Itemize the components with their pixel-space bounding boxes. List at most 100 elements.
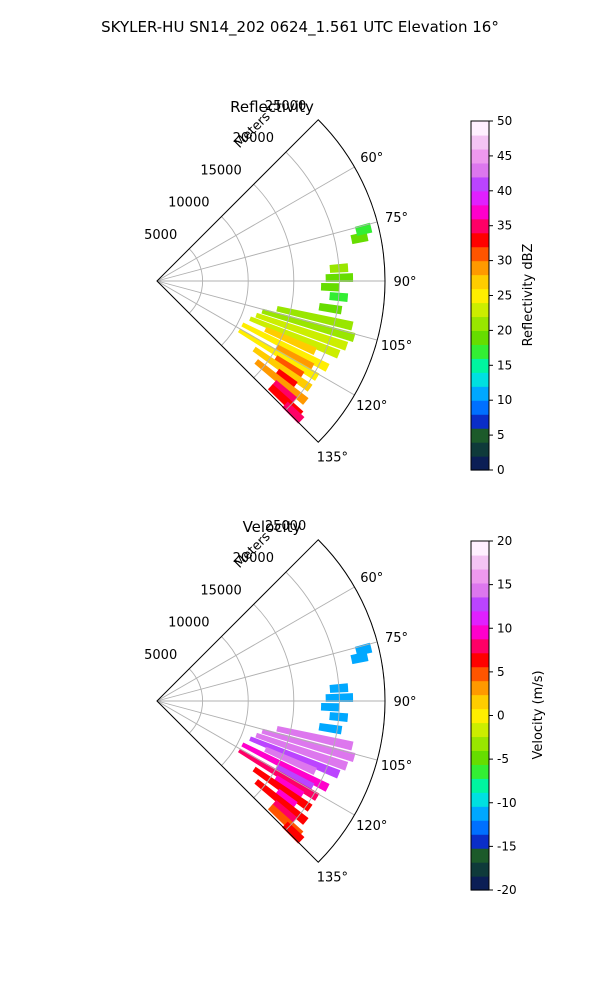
colorbar-tick-label: 20 <box>497 534 512 548</box>
colorbar-segment <box>471 456 489 471</box>
colorbar-segment <box>471 442 489 457</box>
echo-cell <box>237 748 320 801</box>
colorbar-segment <box>471 400 489 415</box>
colorbar-segment <box>471 806 489 821</box>
colorbar-segment <box>471 330 489 345</box>
range-tick-label: 10000 <box>168 616 209 631</box>
colorbar-segment <box>471 204 489 220</box>
echo-cell <box>252 346 313 392</box>
colorbar-segment <box>471 358 489 373</box>
colorbar-segment <box>471 428 489 443</box>
colorbar-segment <box>471 694 489 710</box>
colorbar-segment <box>471 541 489 556</box>
azimuth-tick-label: 90° <box>393 695 416 710</box>
colorbar-tick-label: 10 <box>497 621 512 635</box>
colorbar-tick-label: 20 <box>497 323 512 337</box>
colorbar-tick-label: 50 <box>497 114 512 128</box>
azimuth-gridline <box>156 586 355 702</box>
colorbar-segment <box>471 722 489 738</box>
echo-cell <box>350 231 369 245</box>
range-tick-label: 20000 <box>233 551 274 566</box>
colorbar-segment <box>471 778 489 793</box>
range-tick-label: 25000 <box>265 99 306 114</box>
azimuth-tick-label: 75° <box>385 631 408 646</box>
azimuth-gridline <box>156 166 355 282</box>
velocity-colorbar-label: Velocity (m/s) <box>531 670 546 759</box>
echo-cell <box>320 283 340 292</box>
echo-cell <box>254 779 309 825</box>
colorbar-tick-label: 10 <box>497 393 512 407</box>
colorbar-segment <box>471 274 489 290</box>
colorbar-segment <box>471 218 489 234</box>
azimuth-tick-label: 135° <box>317 450 348 465</box>
colorbar-segment <box>471 750 489 765</box>
colorbar-tick-label: 0 <box>497 709 505 723</box>
echo-cell <box>252 766 313 812</box>
azimuth-gridline <box>156 280 378 341</box>
echo-cell <box>264 326 317 356</box>
colorbar-tick-label: 35 <box>497 219 512 233</box>
colorbar-segment <box>471 848 489 863</box>
colorbar-tick-label: 5 <box>497 665 505 679</box>
echo-cell <box>282 401 305 424</box>
colorbar-tick-label: 45 <box>497 149 512 163</box>
colorbar-segment <box>471 246 489 262</box>
colorbar-segment <box>471 834 489 849</box>
colorbar-segment <box>471 582 489 598</box>
echo-cell <box>255 732 349 771</box>
echo-cell <box>249 316 341 359</box>
colorbar-tick-label: 0 <box>497 463 505 477</box>
colorbar-segment <box>471 624 489 640</box>
range-tick-label: 15000 <box>200 583 241 598</box>
echo-cell <box>282 821 305 844</box>
echo-cell <box>271 380 298 404</box>
echo-cell <box>275 764 315 791</box>
azimuth-gridline <box>156 700 378 761</box>
echo-cell <box>350 651 369 665</box>
echo-cell <box>354 222 373 236</box>
range-tick-label: 10000 <box>168 196 209 211</box>
colorbar-segment <box>471 260 489 276</box>
colorbar-tick-label: -5 <box>497 752 509 766</box>
colorbar-segment <box>471 162 489 178</box>
velocity-panel: Velocity 500010000150002000025000Meters6… <box>144 518 416 885</box>
colorbar-segment <box>471 232 489 248</box>
figure-title: SKYLER-HU SN14_202 0624_1.561 UTC Elevat… <box>101 18 499 37</box>
azimuth-tick-label: 105° <box>381 339 412 354</box>
colorbar-segment <box>471 568 489 584</box>
echo-cell <box>255 312 349 351</box>
colorbar-segment <box>471 862 489 877</box>
azimuth-gridline <box>156 700 355 816</box>
range-tick-label: 20000 <box>233 131 274 146</box>
colorbar-segment <box>471 638 489 654</box>
range-tick-label: 15000 <box>200 163 241 178</box>
colorbar-tick-label: 30 <box>497 254 512 268</box>
azimuth-gridline <box>156 280 355 396</box>
azimuth-tick-label: 90° <box>393 275 416 290</box>
echo-cell <box>318 302 343 315</box>
echo-cell <box>254 359 309 405</box>
sector-frame <box>156 119 386 443</box>
echo-cell <box>275 368 298 389</box>
colorbar-segment <box>471 386 489 401</box>
colorbar-tick-label: 15 <box>497 358 512 372</box>
azimuth-tick-label: 120° <box>356 819 387 834</box>
range-tick-label: 5000 <box>144 648 177 663</box>
colorbar-segment <box>471 680 489 696</box>
colorbar-segment <box>471 596 489 612</box>
azimuth-gridline <box>156 221 378 282</box>
echo-cell <box>271 800 298 824</box>
colorbar-tick-label: 25 <box>497 289 512 303</box>
echo-cell <box>320 703 340 712</box>
reflectivity-title: Reflectivity <box>230 98 314 116</box>
echo-cell <box>275 344 315 371</box>
azimuth-tick-label: 60° <box>360 571 383 586</box>
colorbar-tick-label: -15 <box>497 839 517 853</box>
echo-cell <box>241 742 330 792</box>
velocity-title: Velocity <box>243 518 302 536</box>
colorbar-segment <box>471 134 489 150</box>
colorbar-segment <box>471 176 489 192</box>
azimuth-gridline <box>156 641 378 702</box>
colorbar-segment <box>471 708 489 724</box>
